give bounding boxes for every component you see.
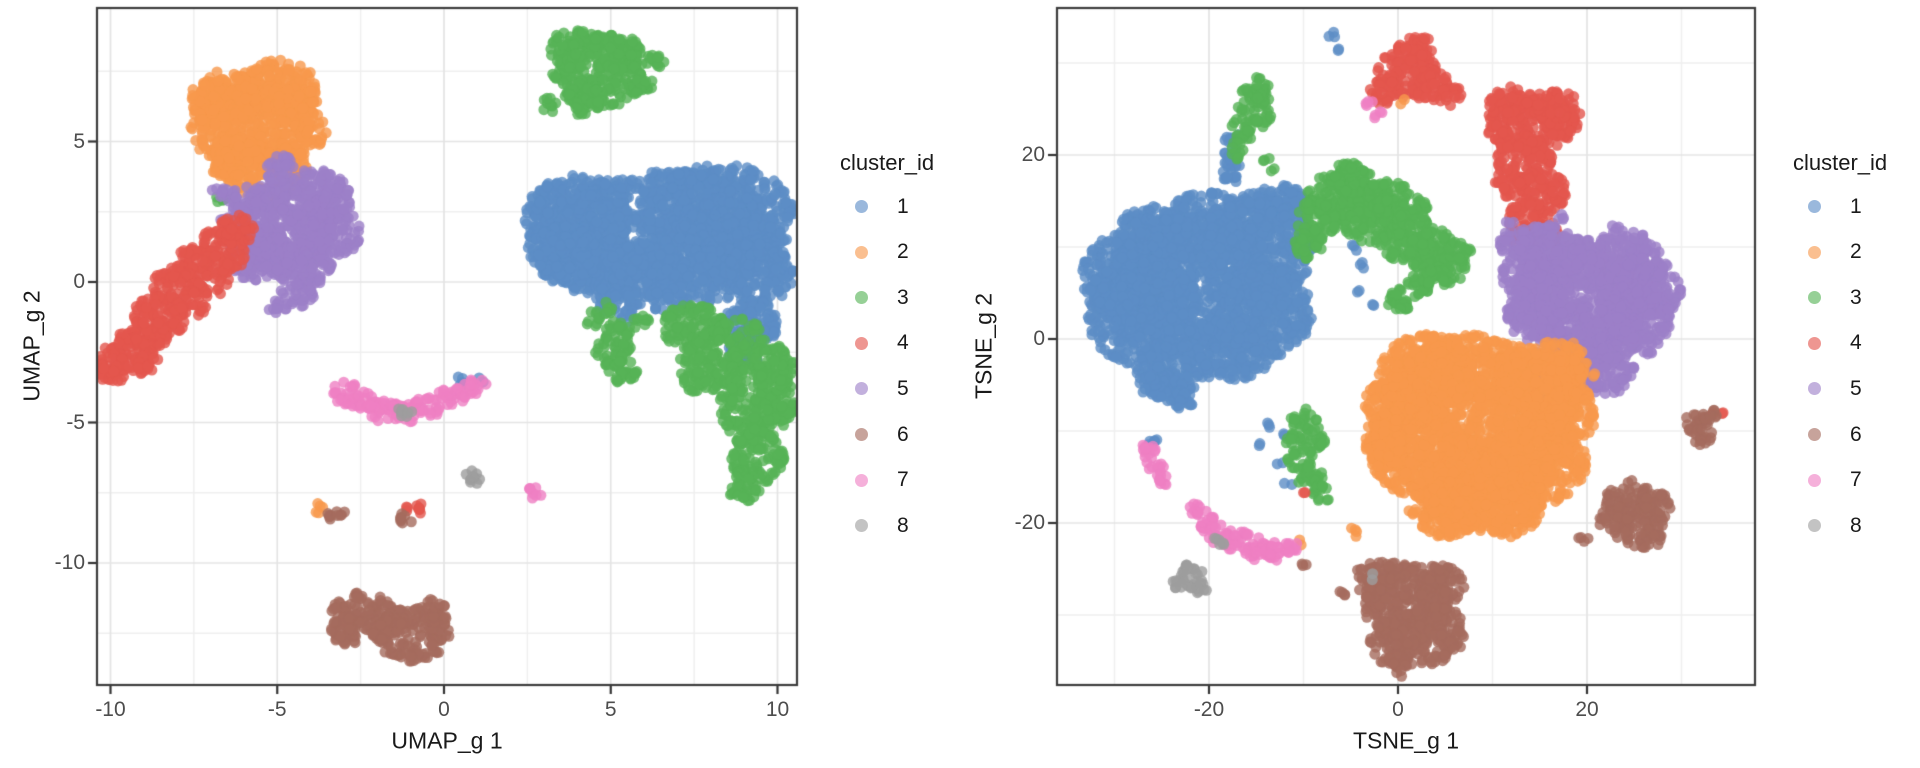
legend-key-dot bbox=[1807, 519, 1821, 533]
legend-key-dot bbox=[1807, 336, 1821, 350]
legend-key-dot bbox=[1807, 200, 1821, 213]
legend-item-label: 4 bbox=[897, 331, 909, 355]
legend-title: cluster_id bbox=[1793, 150, 1888, 175]
legend-item-label: 3 bbox=[897, 285, 909, 309]
legend-item-label: 8 bbox=[1850, 513, 1862, 537]
umap-x-tick-label: -5 bbox=[267, 698, 287, 721]
legend-item-label: 5 bbox=[1850, 376, 1862, 400]
legend-item-label: 1 bbox=[897, 194, 909, 218]
tsne-y-axis-title: TSNE_g 2 bbox=[970, 292, 997, 400]
umap-legend: cluster_id 1 2 3 4 5 6 7 8 bbox=[840, 0, 970, 768]
umap-x-axis-title: UMAP_g 1 bbox=[391, 727, 503, 754]
tsne-legend: cluster_id 1 2 3 4 5 6 7 8 bbox=[1793, 0, 1920, 768]
legend-key-dot bbox=[1807, 291, 1821, 305]
tsne-x-tick-label: 0 bbox=[1392, 698, 1404, 721]
legend-item-label: 3 bbox=[1850, 285, 1862, 309]
umap-y-tick-label: 5 bbox=[73, 129, 85, 153]
tsne-y-tick-label: 0 bbox=[1033, 327, 1045, 350]
legend-key-dot bbox=[854, 291, 868, 305]
umap-x-tick-label: -10 bbox=[95, 698, 126, 721]
umap-y-tick-label: -10 bbox=[54, 551, 85, 574]
legend-key-dot bbox=[854, 473, 868, 487]
tsne-x-axis-title: TSNE_g 1 bbox=[1352, 727, 1460, 754]
legend-item-label: 6 bbox=[1850, 422, 1862, 446]
legend-key-dot bbox=[1807, 473, 1821, 487]
legend-key-dot bbox=[1807, 245, 1821, 259]
tsne-x-tick-label: 20 bbox=[1575, 698, 1599, 721]
legend-item-label: 2 bbox=[897, 240, 909, 264]
tsne-y-tick-label: -20 bbox=[1014, 511, 1045, 534]
umap-x-tick-label: 0 bbox=[438, 698, 450, 721]
legend-key-dot bbox=[1807, 428, 1821, 441]
umap-y-axis-title: UMAP_g 2 bbox=[18, 290, 45, 402]
legend-key-dot bbox=[854, 200, 868, 213]
legend-item-label: 2 bbox=[1850, 240, 1862, 264]
umap-y-tick-label: -5 bbox=[66, 410, 85, 434]
legend-item-label: 6 bbox=[897, 422, 909, 446]
legend-key-dot bbox=[1807, 382, 1821, 396]
legend-key-dot bbox=[854, 519, 868, 533]
umap-x-tick-label: 10 bbox=[765, 698, 790, 721]
umap-y-tick-label: 0 bbox=[73, 270, 85, 293]
legend-item-label: 8 bbox=[897, 513, 909, 537]
umap-x-tick-label: 5 bbox=[604, 698, 617, 721]
legend-key-dot bbox=[854, 382, 868, 396]
legend-key-dot bbox=[854, 428, 868, 441]
tsne-y-tick-label: 20 bbox=[1021, 143, 1045, 166]
tsne-x-tick-label: -20 bbox=[1193, 698, 1225, 721]
legend-key-dot bbox=[854, 336, 868, 350]
legend-item-label: 4 bbox=[1850, 331, 1862, 355]
legend-item-label: 7 bbox=[1850, 468, 1862, 492]
legend-key-dot bbox=[854, 245, 868, 259]
legend-title: cluster_id bbox=[840, 150, 935, 175]
legend-item-label: 1 bbox=[1850, 194, 1862, 218]
legend-item-label: 5 bbox=[897, 376, 909, 400]
legend-item-label: 7 bbox=[897, 468, 909, 492]
